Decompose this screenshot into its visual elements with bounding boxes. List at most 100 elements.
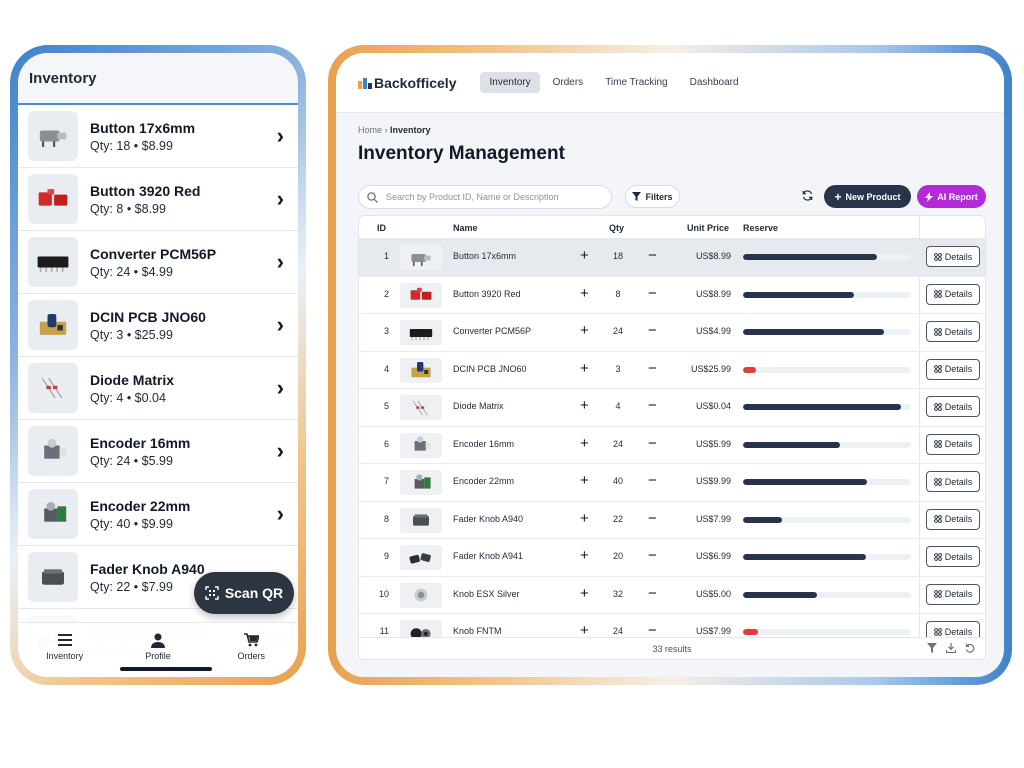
product-thumbnail — [400, 395, 442, 420]
table-row[interactable]: 7 Encoder 22mm +40 − US$9.99 Details — [359, 464, 985, 502]
list-item[interactable]: Button 3920 Red Qty: 8 • $8.99 › — [18, 168, 298, 231]
refresh-button[interactable] — [799, 189, 815, 205]
table-row[interactable]: 11 Knob FNTM +24 − US$7.99 Details — [359, 614, 985, 639]
increment-qty-button[interactable]: + — [580, 247, 589, 264]
cell-qty: 18 — [612, 251, 623, 261]
filter-icon[interactable] — [927, 643, 937, 655]
cell-qty: 24 — [612, 626, 623, 636]
nav-inventory[interactable]: Inventory — [480, 72, 540, 93]
increment-qty-button[interactable]: + — [580, 322, 589, 339]
increment-qty-button[interactable]: + — [580, 584, 589, 602]
cell-id: 7 — [383, 476, 389, 486]
details-button[interactable]: Details — [926, 621, 980, 639]
cell-qty: 20 — [612, 551, 623, 561]
chevron-right-icon: › — [276, 186, 284, 211]
increment-qty-button[interactable]: + — [580, 284, 589, 302]
details-button[interactable]: Details — [926, 471, 980, 492]
reserve-bar — [743, 554, 911, 560]
increment-qty-button[interactable]: + — [580, 547, 589, 564]
decrement-qty-button[interactable]: − — [648, 622, 657, 639]
product-qty-price: Qty: 22 • $7.99 — [90, 579, 173, 594]
table-row[interactable]: 10 Knob ESX Silver +32 − US$5.00 Details — [359, 577, 985, 614]
increment-qty-button[interactable]: + — [580, 359, 589, 377]
scan-qr-button[interactable]: Scan QR — [194, 572, 294, 614]
decrement-qty-button[interactable]: − — [648, 247, 657, 264]
product-thumbnail — [400, 320, 442, 345]
column-header-id[interactable]: ID — [377, 223, 386, 233]
nav-time-tracking[interactable]: Time Tracking — [605, 77, 668, 88]
grid-icon — [933, 627, 942, 636]
details-button[interactable]: Details — [926, 433, 980, 455]
filters-button[interactable]: Filters — [625, 185, 680, 208]
increment-qty-button[interactable]: + — [580, 434, 589, 452]
details-button[interactable]: Details — [926, 358, 980, 380]
details-button[interactable]: Details — [926, 396, 980, 417]
product-thumbnail — [400, 507, 442, 533]
cell-unit-price: US$5.00 — [695, 588, 731, 599]
decrement-qty-button[interactable]: − — [648, 509, 657, 527]
search-input[interactable]: Search by Product ID, Name or Descriptio… — [358, 185, 612, 209]
list-item[interactable]: DCIN PCB JNO60 Qty: 3 • $25.99 › — [18, 294, 298, 357]
details-button[interactable]: Details — [926, 246, 980, 267]
tab-orders[interactable]: Orders — [216, 631, 286, 677]
decrement-qty-button[interactable]: − — [648, 284, 657, 302]
details-button[interactable]: Details — [926, 583, 980, 605]
decrement-qty-button[interactable]: − — [648, 472, 657, 489]
phone-inventory-list[interactable]: Button 17x6mm Qty: 18 • $8.99 › Button 3920… — [18, 105, 298, 677]
decrement-qty-button[interactable]: − — [648, 547, 657, 564]
decrement-qty-button[interactable]: − — [648, 434, 657, 452]
increment-qty-button[interactable]: + — [580, 397, 589, 414]
increment-qty-button[interactable]: + — [580, 472, 589, 489]
table-row[interactable]: 3 Converter PCM56P +24 − US$4.99 Details — [359, 314, 985, 352]
reserve-bar — [743, 254, 911, 260]
table-footer: 33 results — [359, 637, 985, 659]
details-button[interactable]: Details — [926, 321, 980, 342]
ai-report-button[interactable]: AI Report — [917, 185, 986, 208]
details-label: Details — [944, 626, 973, 637]
list-item[interactable]: Converter PCM56P Qty: 24 • $4.99 › — [18, 231, 298, 294]
table-row[interactable]: 6 Encoder 16mm +24 − US$5.99 Details — [359, 427, 985, 464]
brand-logo[interactable]: Backofficely — [358, 75, 456, 91]
increment-qty-button[interactable]: + — [580, 509, 589, 527]
list-item[interactable]: Diode Matrix Qty: 4 • $0.04 › — [18, 357, 298, 420]
column-header-unit-price[interactable]: Unit Price — [687, 223, 730, 233]
increment-qty-button[interactable]: + — [580, 622, 589, 639]
details-button[interactable]: Details — [926, 283, 980, 305]
column-header-name[interactable]: Name — [453, 223, 478, 233]
product-thumbnail — [400, 620, 442, 639]
breadcrumb-home[interactable]: Home — [358, 125, 383, 135]
details-button[interactable]: Details — [926, 546, 980, 567]
product-qty-price: Qty: 24 • $4.99 — [90, 264, 173, 279]
nav-dashboard[interactable]: Dashboard — [689, 77, 739, 88]
reserve-bar-fill — [743, 629, 759, 635]
decrement-qty-button[interactable]: − — [648, 584, 657, 602]
tab-profile[interactable]: Profile — [123, 631, 193, 677]
reset-icon[interactable] — [965, 643, 975, 655]
decrement-qty-button[interactable]: − — [648, 322, 657, 339]
column-header-reserve[interactable]: Reserve — [743, 223, 779, 233]
list-item[interactable]: Encoder 22mm Qty: 40 • $9.99 › — [18, 483, 298, 546]
details-button[interactable]: Details — [926, 508, 980, 530]
table-row[interactable]: 9 Fader Knob A941 +20 − US$6.99 Details — [359, 539, 985, 577]
table-row[interactable]: 4 DCIN PCB JNO60 +3 − US$25.99 Details — [359, 352, 985, 389]
table-row[interactable]: 1 Button 17x6mm +18 − US$8.99 Details — [359, 239, 985, 277]
product-thumbnail — [28, 552, 78, 602]
product-thumbnail — [400, 357, 442, 383]
list-item[interactable]: Encoder 16mm Qty: 24 • $5.99 › — [18, 420, 298, 483]
tab-orders-label: Orders — [237, 651, 266, 661]
cell-id: 2 — [383, 288, 389, 299]
column-header-qty[interactable]: Qty — [609, 223, 625, 233]
table-row[interactable]: 8 Fader Knob A940 +22 − US$7.99 Details — [359, 502, 985, 539]
table-row[interactable]: 2 Button 3920 Red +8 − US$8.99 Details — [359, 277, 985, 314]
decrement-qty-button[interactable]: − — [648, 397, 657, 414]
download-icon[interactable] — [945, 643, 957, 655]
table-row[interactable]: 5 Diode Matrix +4 − US$0.04 Details — [359, 389, 985, 427]
chevron-right-icon: › — [276, 249, 284, 274]
new-product-button[interactable]: + New Product — [824, 185, 911, 208]
list-item[interactable]: Button 17x6mm Qty: 18 • $8.99 › — [18, 105, 298, 168]
nav-orders[interactable]: Orders — [552, 77, 584, 88]
tab-inventory[interactable]: Inventory — [30, 631, 100, 677]
cell-name: Encoder 22mm — [453, 476, 515, 486]
table-body: 1 Button 17x6mm +18 − US$8.99 Details 2 Button … — [359, 239, 985, 639]
decrement-qty-button[interactable]: − — [648, 359, 657, 377]
